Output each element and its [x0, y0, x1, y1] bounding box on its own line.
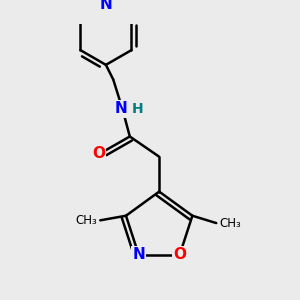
Text: N: N [100, 0, 112, 12]
Text: O: O [173, 247, 186, 262]
Text: CH₃: CH₃ [219, 217, 241, 230]
Text: CH₃: CH₃ [76, 214, 98, 227]
Text: N: N [132, 247, 145, 262]
Text: H: H [131, 102, 143, 116]
Text: O: O [92, 146, 105, 160]
Text: N: N [114, 101, 127, 116]
